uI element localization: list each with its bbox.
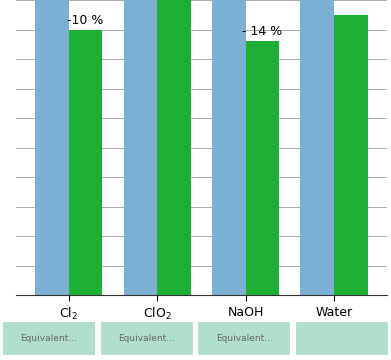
FancyBboxPatch shape: [197, 321, 291, 356]
Bar: [69, 30, 102, 295]
Bar: [334, 15, 368, 295]
Text: -10 %: -10 %: [67, 14, 104, 27]
Bar: [157, 0, 191, 295]
Bar: [300, 0, 334, 295]
FancyBboxPatch shape: [2, 321, 96, 356]
Text: Equivalent...: Equivalent...: [20, 334, 77, 343]
Text: Equivalent...: Equivalent...: [118, 334, 175, 343]
Bar: [212, 0, 246, 295]
Text: - 14 %: - 14 %: [242, 25, 283, 39]
FancyBboxPatch shape: [295, 321, 389, 356]
Text: Equivalent...: Equivalent...: [216, 334, 273, 343]
Bar: [124, 0, 157, 295]
Bar: [35, 0, 69, 295]
FancyBboxPatch shape: [100, 321, 194, 356]
Bar: [246, 41, 279, 295]
